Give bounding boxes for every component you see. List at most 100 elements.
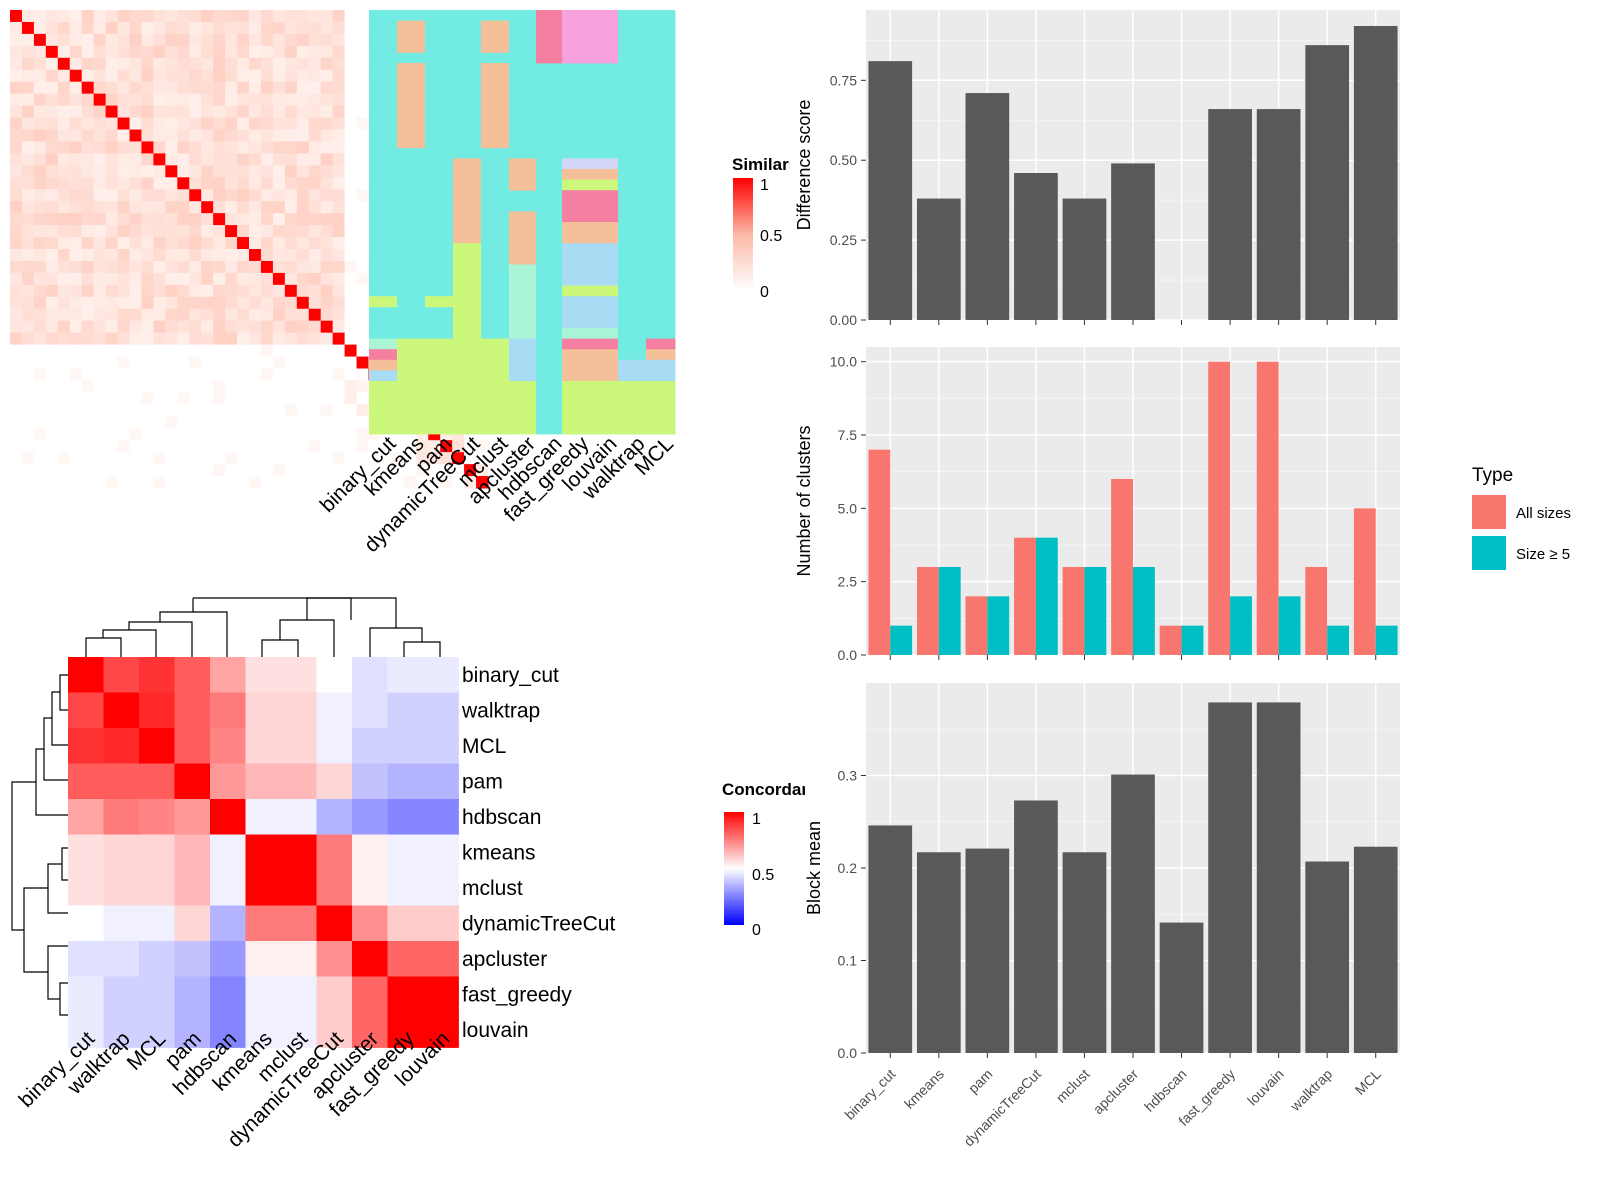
similarity-cell: [249, 284, 262, 298]
similarity-cell: [117, 177, 130, 190]
similarity-cell: [272, 272, 286, 286]
similarity-cell: [45, 416, 59, 429]
similarity-cell: [260, 416, 274, 429]
concordance-cell: [103, 763, 140, 800]
similarity-cell: [237, 33, 250, 47]
concordance-cell: [174, 763, 211, 800]
similarity-cell: [332, 237, 346, 250]
similarity-cell: [272, 249, 286, 262]
similarity-cell: [356, 141, 369, 154]
similarity-cell: [344, 57, 358, 71]
similarity-cell: [308, 81, 322, 95]
similarity-cell: [320, 153, 334, 166]
similarity-cell: [153, 81, 166, 95]
similarity-cell: [141, 189, 154, 202]
similarity-cell: [225, 344, 238, 358]
similarity-cell: [21, 380, 35, 393]
similarity-cell: [129, 332, 142, 346]
similarity-cell: [69, 93, 83, 107]
similarity-cell: [117, 249, 130, 262]
dendrogram-branch: [61, 847, 68, 881]
similarity-cell: [296, 237, 310, 250]
similarity-cell: [81, 464, 95, 477]
similarity-cell: [45, 392, 59, 405]
similarity-cell: [189, 368, 202, 381]
similarity-cell: [57, 117, 71, 130]
similarity-cell: [260, 428, 274, 441]
similarity-cell: [21, 225, 35, 238]
similarity-cell: [260, 141, 274, 154]
similarity-cell: [45, 344, 59, 358]
concordance-cell: [281, 976, 317, 1013]
similarity-cell: [320, 416, 334, 429]
similarity-cell: [129, 165, 142, 178]
concordance-cell: [103, 976, 140, 1013]
similarity-cell: [404, 452, 417, 465]
similarity-cell: [296, 260, 310, 274]
similarity-cell: [33, 153, 47, 166]
similarity-cell: [225, 105, 238, 119]
similarity-cell: [177, 177, 190, 190]
similarity-cell: [201, 201, 214, 214]
similarity-cell: [380, 464, 393, 477]
similarity-cell: [153, 21, 166, 35]
similarity-cell: [81, 57, 95, 71]
similarity-cell: [272, 213, 286, 226]
similarity-cell: [81, 428, 95, 441]
similarity-cell: [129, 284, 142, 298]
similarity-cell: [10, 249, 23, 262]
similarity-cell: [165, 332, 178, 346]
similarity-cell: [308, 33, 322, 47]
similarity-cell: [165, 69, 178, 83]
similarity-cell: [308, 153, 322, 166]
similarity-cell: [308, 260, 322, 274]
similarity-cell: [57, 81, 71, 95]
similarity-cell: [308, 237, 322, 250]
similarity-cell: [296, 225, 310, 238]
similarity-cell: [165, 105, 178, 119]
cluster-segment-louvain: [590, 328, 619, 339]
similarity-cell: [93, 33, 107, 47]
bar-mclust-All sizes: [1062, 567, 1085, 655]
similarity-cell: [272, 129, 286, 142]
similarity-cell: [237, 69, 250, 83]
similarity-cell: [249, 21, 262, 35]
similarity-cell: [344, 21, 358, 35]
similarity-cell: [177, 476, 190, 489]
similarity-cell: [213, 189, 226, 202]
similarity-cell: [21, 213, 35, 226]
similarity-cell: [332, 201, 346, 214]
similarity-cell: [105, 33, 119, 47]
similarity-cell: [153, 296, 166, 310]
similarity-cell: [260, 249, 274, 262]
similarity-cell: [237, 404, 250, 417]
similarity-cell: [225, 177, 238, 190]
similarity-cell: [81, 296, 95, 310]
similarity-cell: [153, 260, 166, 274]
similarity-cell: [189, 320, 202, 334]
similarity-cell: [249, 380, 262, 393]
cluster-segment-fast_greedy: [562, 169, 591, 180]
cluster-segment-apcluster: [509, 158, 537, 191]
similarity-cell: [284, 332, 298, 346]
concordance-cell: [210, 799, 246, 835]
similarity-cell: [237, 320, 250, 334]
similarity-cell: [237, 416, 250, 429]
concordance-cell: [245, 692, 282, 729]
concordance-cell: [281, 905, 317, 942]
similarity-cell: [332, 69, 346, 83]
similarity-cell: [177, 10, 190, 23]
similarity-cell: [344, 129, 358, 142]
concordance-cell: [316, 692, 353, 729]
similarity-cell: [21, 165, 35, 178]
similarity-cell: [10, 33, 23, 47]
similarity-cell: [141, 344, 154, 358]
similarity-cell: [33, 320, 47, 334]
similarity-legend-tick-1: 1: [760, 177, 769, 194]
similarity-cell: [296, 189, 310, 202]
similarity-cell: [308, 464, 322, 477]
similarity-cell: [272, 440, 286, 453]
similarity-cell: [177, 201, 190, 214]
similarity-cell: [237, 440, 250, 453]
similarity-cell: [10, 165, 23, 178]
